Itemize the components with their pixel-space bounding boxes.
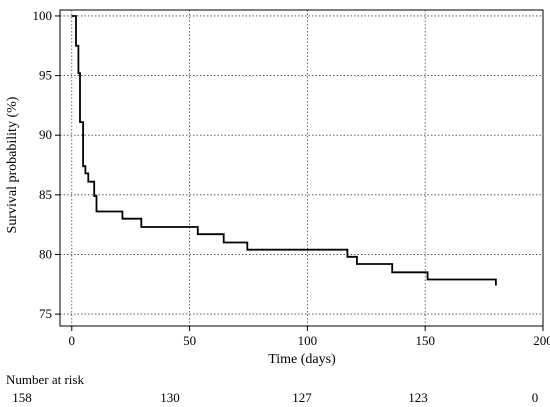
x-tick-label: 0: [69, 333, 76, 348]
y-tick-label: 85: [39, 187, 52, 202]
y-tick-label: 75: [39, 306, 52, 321]
risk-value: 127: [292, 390, 312, 405]
y-axis-label: Survival probability (%): [5, 96, 20, 233]
y-tick-label: 90: [39, 127, 52, 142]
x-tick-label: 100: [298, 333, 318, 348]
y-axis-ticks: 75 80 85 90 95 100: [33, 8, 60, 321]
plot-border: [59, 9, 544, 327]
risk-table-values: 158 130 127 123 0: [12, 390, 538, 405]
y-tick-label: 100: [33, 8, 53, 23]
x-tick-label: 50: [183, 333, 196, 348]
x-axis-ticks: 0 50 100 150 200: [69, 326, 550, 348]
risk-value: 0: [532, 390, 539, 405]
risk-value: 130: [160, 390, 180, 405]
x-tick-label: 150: [415, 333, 435, 348]
risk-value: 123: [408, 390, 428, 405]
risk-table-title: Number at risk: [6, 372, 84, 387]
y-tick-label: 80: [39, 246, 52, 261]
x-tick-label: 200: [533, 333, 550, 348]
plot-frame: [59, 9, 544, 327]
survival-curve: [71, 15, 497, 286]
x-axis-label: Time (days): [268, 352, 336, 367]
risk-value: 158: [12, 390, 32, 405]
y-tick-label: 95: [39, 68, 52, 83]
